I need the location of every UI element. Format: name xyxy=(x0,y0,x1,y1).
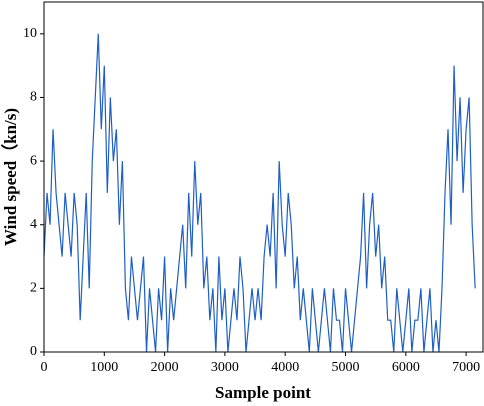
x-tick-label: 3000 xyxy=(211,360,239,375)
x-tick-label: 2000 xyxy=(151,360,179,375)
x-tick-label: 6000 xyxy=(392,360,420,375)
x-axis-label: Sample point xyxy=(215,383,311,402)
y-tick-label: 8 xyxy=(30,90,37,105)
x-tick-label: 4000 xyxy=(271,360,299,375)
y-tick-label: 10 xyxy=(23,26,37,41)
y-tick-label: 4 xyxy=(30,217,37,232)
y-tick-label: 0 xyxy=(30,344,37,359)
x-tick-label: 5000 xyxy=(332,360,360,375)
y-tick-label: 6 xyxy=(30,153,37,168)
x-tick-label: 1000 xyxy=(90,360,118,375)
y-axis-label: Wind speed（kn/s) xyxy=(0,108,20,246)
y-tick-label: 2 xyxy=(30,281,37,296)
x-tick-label: 7000 xyxy=(452,360,480,375)
data-line xyxy=(43,33,476,353)
x-tick-label: 0 xyxy=(41,360,48,375)
plot-frame xyxy=(43,1,484,353)
